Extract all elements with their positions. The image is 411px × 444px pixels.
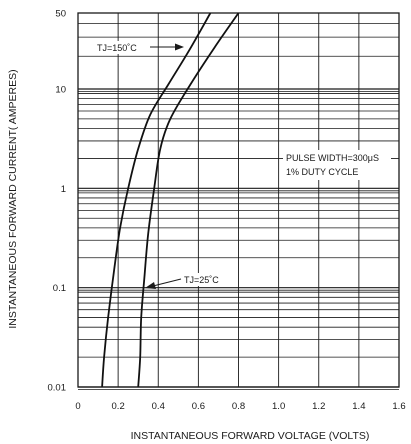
x-tick-label: 0.2 bbox=[112, 401, 125, 412]
note-pulse-width: PULSE WIDTH=300μS bbox=[286, 153, 379, 163]
y-tick-label: 0.01 bbox=[48, 383, 67, 394]
x-tick-label: 1.4 bbox=[352, 401, 365, 412]
x-tick-label: 0 bbox=[75, 401, 80, 412]
note-bg bbox=[283, 150, 391, 180]
arrowhead-tj150 bbox=[175, 43, 184, 51]
annotation-tj150: TJ=150˚C bbox=[97, 43, 137, 53]
y-tick-label: 1 bbox=[61, 184, 66, 195]
y-tick-label: 10 bbox=[55, 85, 66, 96]
x-tick-label: 0.6 bbox=[192, 401, 205, 412]
x-tick-label: 0.8 bbox=[232, 401, 245, 412]
x-tick-label: 1.6 bbox=[392, 401, 405, 412]
x-tick-labels: 0 0.2 0.4 0.6 0.8 1.0 1.2 1.4 1.6 bbox=[75, 401, 405, 412]
series-line-tj25 bbox=[137, 12, 240, 388]
y-axis-label: INSTANTANEOUS FORWARD CURRENT( AMPERES) bbox=[7, 69, 19, 328]
x-tick-label: 1.2 bbox=[312, 401, 325, 412]
x-axis-label: INSTANTANEOUS FORWARD VOLTAGE (VOLTS) bbox=[131, 430, 370, 442]
note-duty-cycle: 1% DUTY CYCLE bbox=[286, 167, 358, 177]
y-tick-label: 50 bbox=[55, 9, 66, 20]
annotation-bg-tj25 bbox=[182, 273, 238, 286]
series-line-tj150 bbox=[101, 12, 212, 388]
annotation-tj25: TJ=25˚C bbox=[184, 275, 219, 285]
arrowhead-tj25 bbox=[145, 282, 156, 289]
y-tick-label: 0.1 bbox=[53, 283, 66, 294]
arrow-tj25 bbox=[152, 278, 182, 287]
x-tick-label: 1.0 bbox=[272, 401, 285, 412]
plot-frame bbox=[77, 12, 400, 388]
y-tick-labels: 0.01 0.1 1 10 50 bbox=[48, 9, 67, 394]
annotation-bg-tj150 bbox=[94, 41, 152, 54]
curves bbox=[101, 12, 240, 388]
x-tick-label: 0.4 bbox=[152, 401, 165, 412]
